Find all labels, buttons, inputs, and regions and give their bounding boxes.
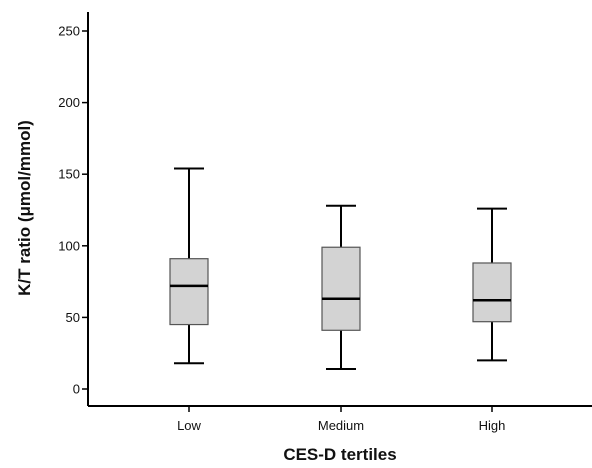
y-tick-label: 100 xyxy=(58,238,80,253)
x-tick-label: High xyxy=(479,418,506,433)
x-tick-label: Low xyxy=(177,418,201,433)
iqr-box xyxy=(472,262,512,323)
x-ticks-group: Low Medium High xyxy=(177,406,505,433)
y-ticks-group: 0 50 100 150 200 250 xyxy=(58,24,88,397)
boxes-group xyxy=(169,167,512,370)
x-axis-title: CES-D tertiles xyxy=(283,445,396,464)
iqr-box xyxy=(321,246,361,331)
box-high xyxy=(472,207,512,362)
y-tick-label: 150 xyxy=(58,167,80,182)
iqr-box xyxy=(169,258,209,326)
y-tick-label: 0 xyxy=(73,382,80,397)
x-tick-label: Medium xyxy=(318,418,364,433)
y-tick-label: 200 xyxy=(58,95,80,110)
y-tick-label: 250 xyxy=(58,24,80,39)
box-low xyxy=(169,167,209,365)
y-tick-label: 50 xyxy=(66,310,80,325)
y-axis-title: K/T ratio (μmol/mmol) xyxy=(15,120,34,296)
box-medium xyxy=(321,204,361,370)
